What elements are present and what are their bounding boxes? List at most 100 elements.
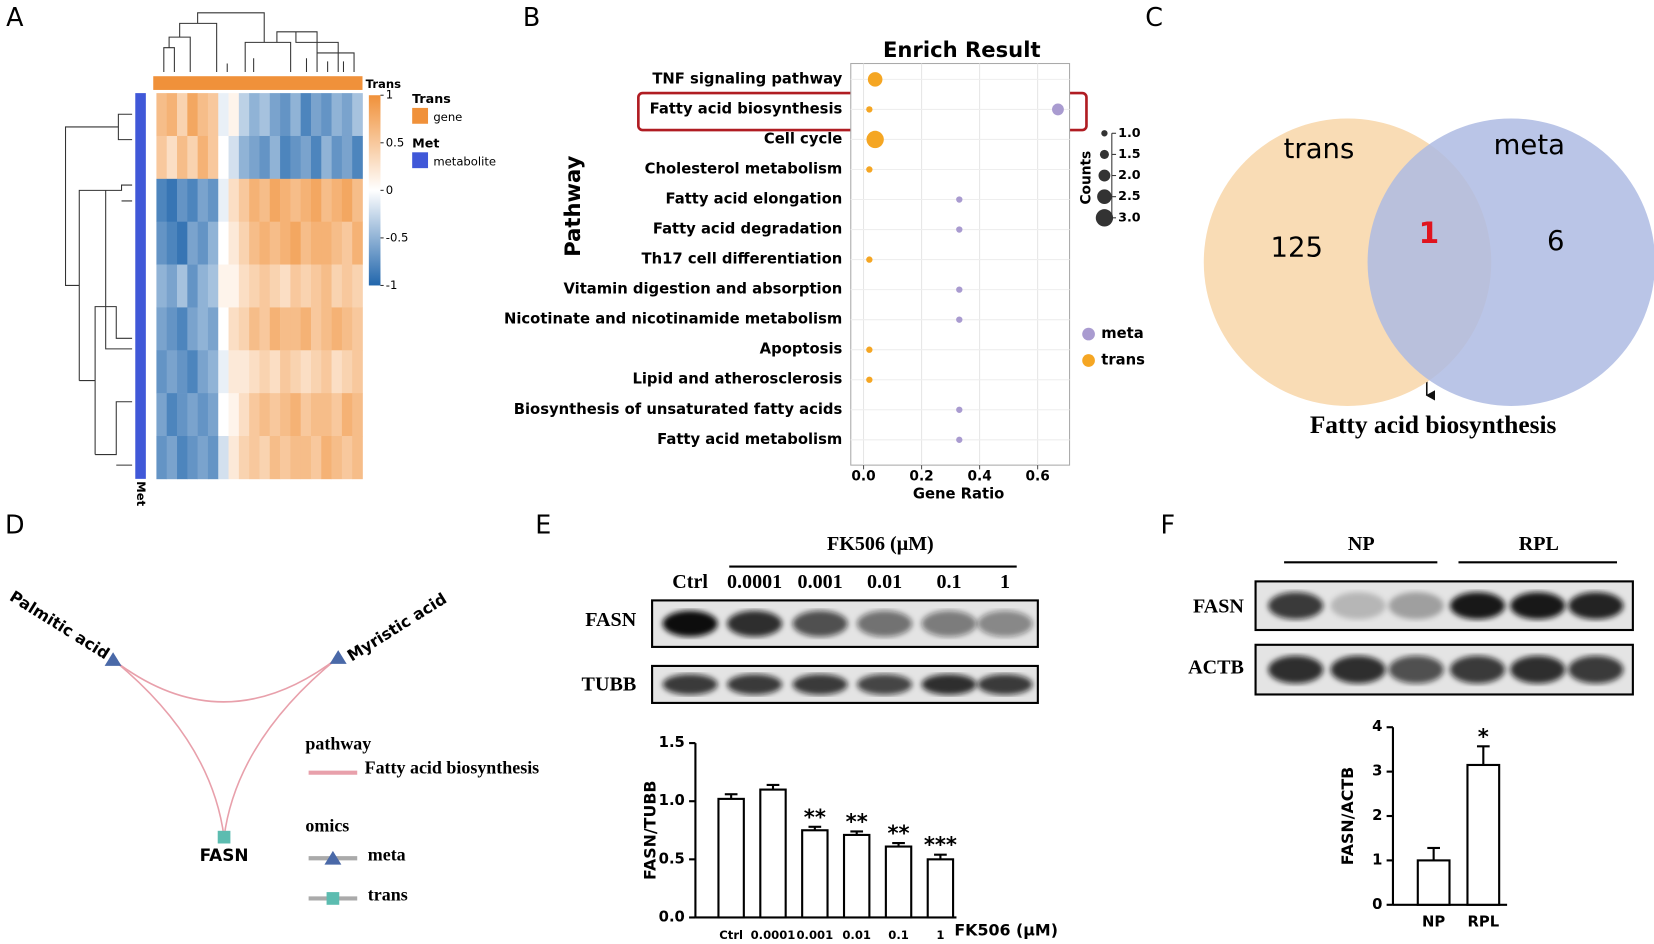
heatmap-cell [249,135,260,180]
size-legend-marker [1099,149,1109,159]
heatmap-cell [218,135,229,180]
colorbar-tick-label: 0 [386,183,393,197]
heatmap-cell [341,436,353,480]
y-tick-label: Biosynthesis of unsaturated fatty acids [514,401,843,418]
heatmap-cell [166,436,178,480]
bar [842,833,871,919]
heatmap-cell [331,178,343,223]
heatmap-cell [321,350,332,394]
heatmap-cell [166,135,178,180]
heatmap-cell [300,350,312,394]
size-legend-marker [1097,189,1112,204]
heatmap-cell [341,178,353,223]
bar [1466,763,1501,906]
heatmap-cell [331,264,343,308]
heatmap-cell [238,264,250,308]
blot-band [857,674,913,695]
heatmap-cell [310,393,322,437]
heatmap-cell [269,307,281,351]
heatmap-cell [352,178,363,223]
heatmap-cell [166,264,178,308]
y-tick-label: Fatty acid degradation [653,221,842,238]
size-legend-label: 1.5 [1118,146,1140,161]
blot-band [1330,592,1386,620]
size-legend-marker [1098,169,1111,182]
node [217,830,231,844]
heatmap-cell [187,436,198,480]
heatmap-cell [249,350,260,394]
blot-band [1268,592,1324,620]
panel-label: E [535,509,551,539]
heatmap-cell [300,264,312,308]
size-legend-label: 1.0 [1118,125,1141,140]
significance: ** [887,821,909,846]
significance: * [1478,724,1489,749]
heatmap-cell [300,393,312,437]
heatmap-cell [187,221,198,265]
edge [112,658,225,838]
heatmap-cell [249,93,260,137]
blot-band [921,674,977,695]
heatmap-cell [321,307,332,351]
track-label: Met [134,481,148,506]
dot [866,130,884,149]
heatmap-cell [187,393,198,437]
heatmap-cell [207,393,219,437]
heatmap-cell [321,221,332,265]
heatmap-cell [331,221,343,265]
heatmap-cell [341,93,353,137]
heatmap-cell [156,350,168,394]
heatmap-cell [280,350,291,394]
heatmap-cell [238,350,250,394]
x-tick-label: 0.001 [796,928,833,942]
dot [866,106,873,113]
heatmap-cell [218,436,229,480]
heatmap-cell [280,393,291,437]
y-tick-label: Nicotinate and nicotinamide metabolism [504,311,842,328]
blot-band [1450,655,1505,684]
x-tick-label: 0.0001 [751,928,796,942]
legend-title: Trans [412,91,451,106]
plot-frame [850,62,1071,466]
bar [926,858,955,919]
heatmap-cell [228,135,240,180]
dot [956,316,963,323]
heatmap-cell [207,221,219,265]
heatmap-cell [259,350,271,394]
heatmap-cell [238,221,250,265]
dot [866,376,873,383]
heatmap-cell [197,221,209,265]
significance: ** [846,809,868,834]
heatmap-cell [280,135,291,180]
heatmap-cell [177,350,188,394]
heatmap-cell [228,178,240,223]
heatmap-cell [290,393,301,437]
set-count: 6 [1547,226,1564,257]
heatmap-cell [290,221,301,265]
legend-title: pathway [305,733,371,753]
heatmap-cell [310,93,322,137]
heatmap-cell [321,178,332,223]
heatmap-cell [269,93,281,137]
track-label: Trans [366,77,401,91]
colorbar-tick-label: 1 [386,88,393,102]
panel-label: D [5,509,25,539]
blot-band [1568,592,1624,620]
heatmap-cell [207,178,219,223]
significance: *** [924,832,957,857]
y-tick-label: TNF signaling pathway [652,70,842,87]
heatmap-cell [187,264,198,308]
dot [956,436,963,443]
colorbar-tick-label: -0.5 [386,230,409,244]
heatmap-cell [280,178,291,223]
heatmap-cell [156,135,168,180]
heatmap-cell [331,350,343,394]
colorbar-tick-label: -1 [386,278,398,292]
heatmap-cell [300,307,312,351]
heatmap-cell [310,307,322,351]
y-axis-title: FASN/ACTB [1338,767,1357,866]
blot-band [1330,655,1386,684]
heatmap-cell [290,350,301,394]
heatmap-cell [321,393,332,437]
y-tick-label: 1.5 [659,734,685,751]
